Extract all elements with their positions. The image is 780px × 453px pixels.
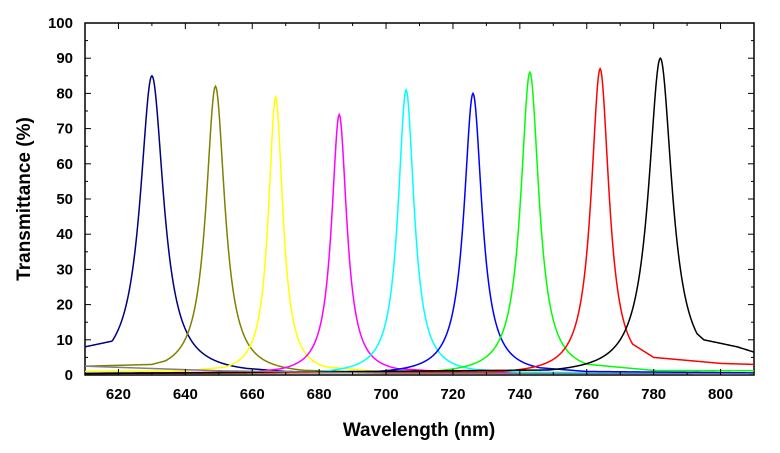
series-line-3 xyxy=(84,94,754,375)
y-tick-label: 50 xyxy=(56,191,73,208)
y-tick-label: 40 xyxy=(56,226,73,243)
y-tick-label: 20 xyxy=(56,297,73,314)
x-tick-label: 660 xyxy=(240,386,265,403)
x-tick-label: 620 xyxy=(106,386,131,403)
x-tick-label: 680 xyxy=(307,386,332,403)
y-tick-label: 90 xyxy=(56,50,73,67)
plot-frame xyxy=(84,22,755,376)
x-tick-label: 720 xyxy=(440,386,465,403)
y-tick-label: 80 xyxy=(56,85,73,102)
x-tick-label: 740 xyxy=(507,386,532,403)
y-tick-label: 70 xyxy=(56,121,73,138)
series-line-6 xyxy=(85,91,755,374)
x-tick-label: 700 xyxy=(374,386,399,403)
y-tick-label: 100 xyxy=(48,15,73,32)
y-tick-label: 0 xyxy=(65,367,73,384)
series-line-4 xyxy=(84,112,754,375)
y-tick-label: 10 xyxy=(56,332,73,349)
x-tick-label: 780 xyxy=(641,386,666,403)
x-tick-label: 640 xyxy=(173,386,198,403)
x-axis-title: Wavelength (nm) xyxy=(343,420,495,441)
y-tick-label: 60 xyxy=(56,156,73,173)
x-tick-label: 760 xyxy=(574,386,599,403)
series-layer xyxy=(84,56,755,375)
x-axis: 620 640 660 680 700 720 740 760 780 800 xyxy=(84,23,755,403)
series-line-9 xyxy=(85,56,755,375)
x-tick-label: 800 xyxy=(708,386,733,403)
y-tick-label: 30 xyxy=(56,261,73,278)
y-axis-title: Transmittance (%) xyxy=(14,117,35,281)
y-axis: 0 10 20 30 40 50 60 70 80 90 100 xyxy=(48,15,754,384)
